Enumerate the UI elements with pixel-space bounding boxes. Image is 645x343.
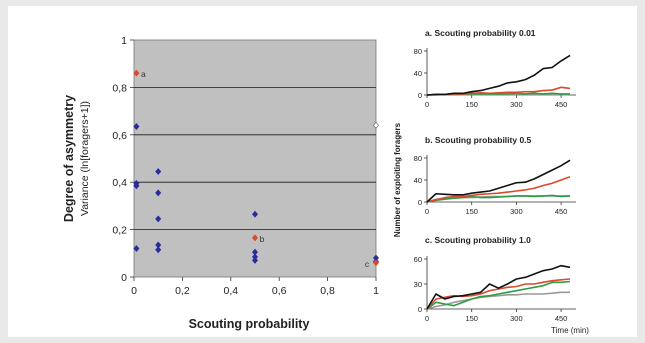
line-chart-y-tick-label: 40 [414, 69, 422, 78]
line-chart-y-tick-label: 80 [414, 154, 422, 163]
line-chart-x-tick-label: 0 [425, 100, 429, 109]
line-chart-x-tick-label: 450 [555, 100, 568, 109]
line-chart-x-tick-label: 300 [510, 314, 523, 323]
line-chart-y-tick-label: 60 [414, 255, 422, 264]
line-chart-title: c. Scouting probability 1.0 [425, 235, 531, 245]
line-chart-x-tick-label: 0 [425, 314, 429, 323]
scatter-annotation-label: b [260, 234, 265, 244]
scatter-point [155, 189, 162, 197]
line-chart-x-tick-label: 150 [465, 207, 478, 216]
scatter-y-tick-label: 1 [121, 35, 127, 47]
line-chart-series [426, 264, 571, 310]
line-chart-y-tick-label: 30 [414, 280, 422, 289]
line-chart-y-tick-label: 0 [418, 305, 422, 314]
scatter-x-tick-label: 1 [373, 285, 379, 297]
scatter-annotation-label: a [141, 69, 146, 79]
scatter-point [133, 69, 140, 77]
line-chart-series [426, 54, 571, 96]
line-chart-x-tick-label: 450 [555, 314, 568, 323]
scatter-y-axis-label: Degree of asymmetry [62, 95, 76, 222]
scatter-plot-area [133, 39, 377, 278]
line-chart-x-tick-label: 300 [510, 207, 523, 216]
scatter-point [155, 168, 162, 175]
line-chart-y-axis-label: Number of exploiting foragers [393, 122, 402, 237]
line-chart-x-axis-label: Time (min) [551, 326, 589, 335]
scatter-x-tick-label: 0,8 [320, 285, 335, 297]
scatter-annotation-label: c [365, 259, 370, 269]
scatter-point [155, 215, 162, 223]
scatter-point [133, 245, 140, 253]
scatter-x-tick-label: 0,4 [223, 285, 238, 297]
scatter-point [252, 256, 258, 264]
scatter-y-axis-sublabel: Variance (ln[foragers+1]) [79, 101, 91, 216]
scatter-point [252, 234, 258, 242]
scatter-point [133, 123, 140, 130]
scatter-y-tick-label: 0,4 [112, 177, 127, 189]
scatter-x-axis-label: Scouting probability [189, 317, 310, 331]
figure-svg: 0 0,2 0,4 0,6 0,8 1 0 0,2 0,4 0,6 0,8 1 Scouting pro… [62, 28, 589, 335]
line-chart-y-tick-label: 40 [414, 176, 422, 185]
scatter-y-tick-label: 0,6 [112, 130, 127, 142]
line-chart-series [426, 278, 571, 310]
scatter-x-tick-label: 0,6 [272, 285, 287, 297]
line-chart-series [426, 175, 571, 203]
scatter-point [373, 259, 379, 267]
scatter-y-tick-label: 0,2 [112, 225, 127, 237]
scatter-point [133, 182, 140, 190]
scatter-y-tick-label: 0 [121, 272, 127, 284]
line-chart-x-tick-label: 300 [510, 100, 523, 109]
line-chart-x-tick-label: 0 [425, 207, 429, 216]
line-chart-y-tick-label: 80 [414, 47, 422, 56]
scatter-point [373, 121, 379, 129]
scatter-x-tick-label: 0,2 [175, 285, 190, 297]
line-chart-x-tick-label: 150 [465, 314, 478, 323]
line-chart-series [426, 194, 571, 203]
scatter-x-tick-label: 0 [131, 285, 137, 297]
scatter-point [252, 210, 258, 218]
line-chart-y-tick-label: 0 [418, 91, 422, 100]
line-chart-title: b. Scouting probability 0.5 [425, 135, 532, 145]
figure-panel: 0 0,2 0,4 0,6 0,8 1 0 0,2 0,4 0,6 0,8 1 Scouting pro… [8, 6, 637, 337]
line-chart-x-tick-label: 450 [555, 207, 568, 216]
line-chart-series [426, 159, 571, 203]
scatter-y-tick-label: 0,8 [112, 82, 127, 94]
line-chart-series [426, 291, 571, 310]
line-chart-series [426, 280, 571, 310]
line-chart-x-tick-label: 150 [465, 100, 478, 109]
scatter-point [155, 246, 162, 254]
line-chart-y-tick-label: 0 [418, 198, 422, 207]
line-chart-title: a. Scouting probability 0.01 [425, 28, 536, 38]
